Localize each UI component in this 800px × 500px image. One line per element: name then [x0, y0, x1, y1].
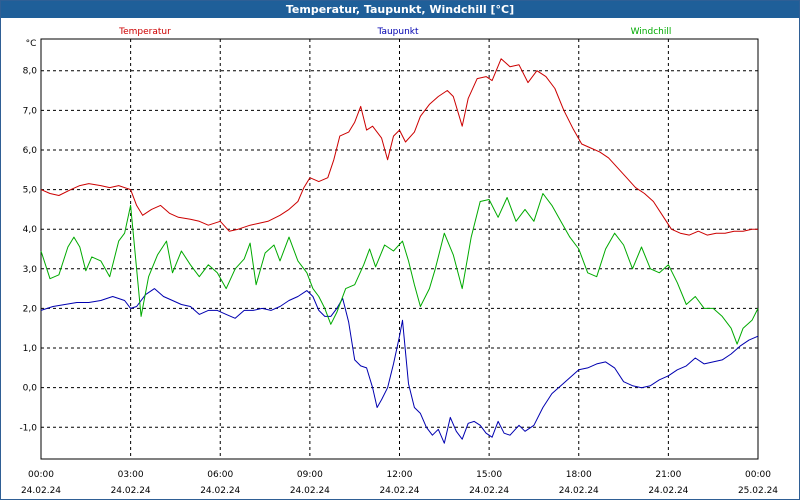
x-tick-time: 03:00: [118, 470, 144, 480]
x-tick-date: 24.02.24: [379, 486, 419, 496]
y-tick-label: 0,0: [23, 384, 38, 394]
y-tick-label: -1,0: [19, 423, 37, 433]
legend-windchill: Windchill: [631, 27, 672, 37]
x-tick-date: 25.02.24: [738, 486, 778, 496]
x-tick-date: 24.02.24: [648, 486, 688, 496]
y-tick-label: 2,0: [23, 304, 38, 314]
axis-labels: 8,0 7,0 6,0 5,0 4,0 3,0 2,0 1,0 0,0 -1,0 00:00 24.0…: [19, 27, 778, 496]
window-title: Temperatur, Taupunkt, Windchill [°C]: [1, 1, 799, 18]
x-tick-date: 24.02.24: [111, 486, 151, 496]
x-tick-time: 21:00: [655, 470, 681, 480]
y-tick-label: 5,0: [23, 186, 38, 196]
x-tick-time: 09:00: [297, 470, 323, 480]
y-tick-label: 7,0: [23, 106, 38, 116]
y-tick-label: 4,0: [23, 225, 38, 235]
y-tick-label: 8,0: [23, 67, 38, 77]
x-tick-date: 24.02.24: [559, 486, 599, 496]
series-line-windchill: [40, 193, 759, 345]
x-tick-time: 18:00: [566, 470, 592, 480]
y-tick-label: 6,0: [23, 146, 38, 156]
x-tick-date: 24.02.24: [469, 486, 509, 496]
series-line-temperatur: [40, 58, 758, 236]
x-tick-date: 24.02.24: [290, 486, 330, 496]
legend-temperatur: Temperatur: [118, 27, 171, 37]
x-tick-time: 00:00: [28, 470, 54, 480]
series-line-taupunkt: [40, 288, 759, 444]
x-tick-time: 12:00: [387, 470, 413, 480]
x-tick-date: 24.02.24: [21, 486, 61, 496]
legend-taupunkt: Taupunkt: [376, 27, 419, 37]
x-tick-time: 06:00: [207, 470, 233, 480]
plot-area: [40, 38, 759, 460]
y-tick-label: 3,0: [23, 265, 38, 275]
x-tick-time: 00:00: [745, 470, 771, 480]
y-tick-label: 1,0: [23, 344, 38, 354]
x-tick-date: 24.02.24: [200, 486, 240, 496]
x-tick-time: 15:00: [476, 470, 502, 480]
series-layer: [40, 58, 759, 444]
y-axis-label: °C: [26, 39, 37, 49]
grid-lines: [41, 39, 758, 459]
